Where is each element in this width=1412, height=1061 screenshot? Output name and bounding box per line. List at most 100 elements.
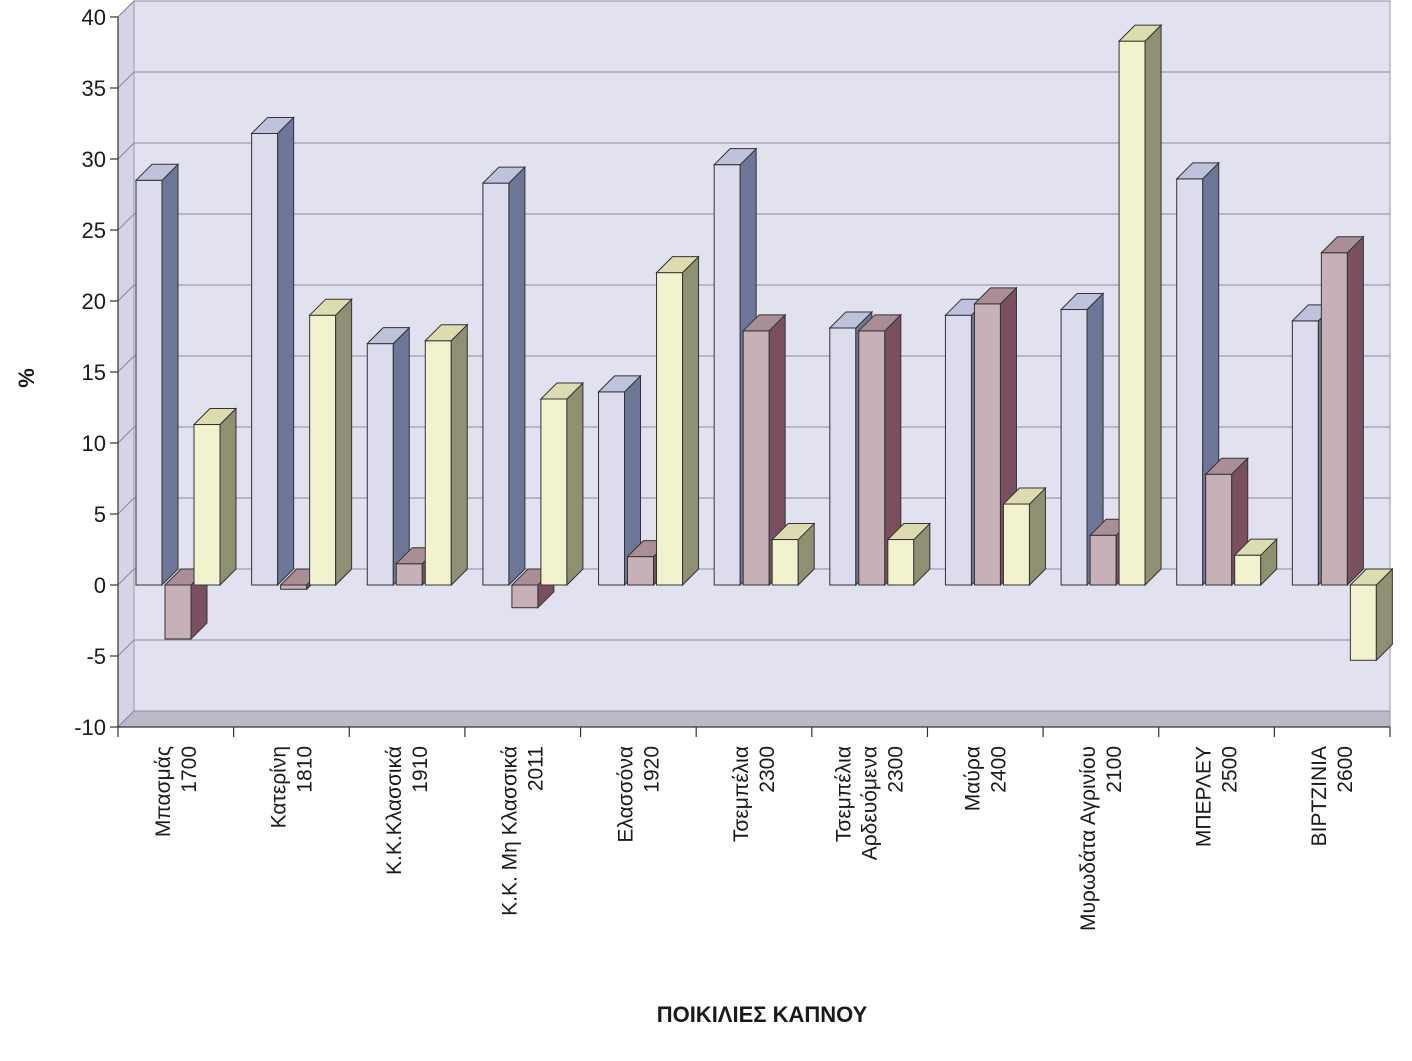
bar <box>857 313 903 587</box>
bar-front <box>1291 320 1319 586</box>
bar-front <box>482 182 510 586</box>
bar-front <box>887 539 915 586</box>
bar <box>597 374 642 587</box>
y-tick-label: -5 <box>86 644 106 669</box>
bar-front <box>511 584 539 609</box>
x-category-labels: Μπασμάς 1700 Κατερίνη 1810 Κ.Κ.Κλασσικά 1910 Κ… <box>152 746 1357 931</box>
x-category-label: ΒΙΡΤΖΙΝΙΑ <box>1308 746 1331 846</box>
bar-side <box>392 326 410 587</box>
bar-side <box>450 323 468 587</box>
x-category-label: 2300 <box>756 746 779 793</box>
bar-top <box>1059 293 1105 311</box>
bar-front <box>135 179 163 586</box>
bar <box>741 313 787 587</box>
bar-side <box>335 297 353 587</box>
bar-front <box>309 314 337 586</box>
bar-top <box>250 116 295 134</box>
bar-top <box>1002 487 1047 505</box>
y-tick-labels: 40 35 30 25 20 15 10 5 0 -5 -10 <box>74 5 106 740</box>
y-tick-label: -10 <box>74 715 106 740</box>
x-category-label: Μπασμάς <box>152 746 175 837</box>
bar-front <box>858 330 886 586</box>
y-tick-label: 40 <box>82 5 106 30</box>
chart-bars <box>134 23 1394 662</box>
chart-axes <box>110 16 1391 737</box>
bar-top <box>1320 236 1365 254</box>
x-category-label: 1810 <box>293 746 316 793</box>
bar <box>539 381 585 587</box>
bar <box>1059 292 1105 587</box>
x-category-label: 2300 <box>885 746 908 793</box>
bar-front <box>713 164 741 586</box>
bar <box>1002 486 1047 587</box>
x-category-label: Μυρωδάτα Αγρινίου <box>1077 746 1100 931</box>
bar-front <box>395 563 423 586</box>
bar-front <box>424 340 452 586</box>
gridline-side <box>117 710 135 728</box>
bar-top <box>973 287 1018 305</box>
bar <box>250 116 295 587</box>
x-category-label: Κ.Κ. Μη Κλασσικά <box>499 746 522 916</box>
bar-top <box>741 314 787 332</box>
bar-top <box>828 311 874 329</box>
bar-side <box>1028 486 1046 587</box>
bar-front <box>973 303 1001 586</box>
bar-front <box>1060 309 1088 586</box>
bar-front <box>1320 252 1348 586</box>
gridline-side <box>117 0 135 18</box>
gridline-side <box>117 355 135 373</box>
x-category-label: ΜΠΕΡΛΕΥ <box>1193 746 1216 847</box>
bar-top <box>366 327 411 345</box>
bar-top <box>1233 538 1278 556</box>
bar-front <box>1234 554 1262 586</box>
x-category-label: 1700 <box>178 746 201 793</box>
bar <box>1320 235 1365 587</box>
x-category-label: 2600 <box>1334 746 1357 793</box>
bar-side <box>219 407 237 587</box>
bar-front <box>1205 473 1233 586</box>
x-category-label: 1920 <box>640 746 663 793</box>
y-tick-label: 10 <box>82 431 106 456</box>
bar <box>424 323 469 587</box>
x-category-label: 2011 <box>525 746 548 791</box>
bar-side <box>508 165 526 587</box>
y-axis-title: % <box>14 368 39 388</box>
bar-side <box>566 381 584 587</box>
x-category-label: 2100 <box>1103 746 1126 793</box>
bar-top <box>597 375 642 393</box>
gridline-side <box>117 142 135 160</box>
bar-front <box>251 132 279 586</box>
x-category-label: Τσεμπέλια <box>833 746 856 842</box>
bar <box>308 297 353 587</box>
bar <box>192 407 238 587</box>
bar-top <box>539 382 585 400</box>
bar-front <box>944 314 972 586</box>
bar-front <box>540 398 568 586</box>
bar-front <box>280 584 308 590</box>
bar-top <box>481 166 527 184</box>
gridline-side <box>117 213 135 231</box>
bar-front <box>164 584 192 640</box>
bar-top <box>192 408 238 426</box>
x-axis-title: ΠΟΙΚΙΛΙΕΣ ΚΑΠΝΟΥ <box>657 1002 868 1027</box>
bar <box>655 255 700 587</box>
x-category-label: 1910 <box>409 746 432 793</box>
bar-front <box>1118 40 1146 586</box>
y-tick-label: 30 <box>82 147 106 172</box>
bar-top <box>770 523 816 541</box>
bar <box>1117 23 1163 587</box>
x-category-label: Τσεμπέλια <box>730 746 753 842</box>
bar-top <box>886 523 932 541</box>
bar <box>886 522 932 587</box>
gridline-side <box>117 568 135 586</box>
bar-front <box>193 424 221 586</box>
bar-front <box>656 272 684 586</box>
gridline-side <box>117 71 135 89</box>
x-category-label: Ελασσόνα <box>614 746 637 843</box>
y-tick-label: 0 <box>94 573 106 598</box>
bar-front <box>742 330 770 586</box>
bar-front <box>598 391 626 586</box>
bar-front <box>829 327 857 586</box>
y-tick-label: 35 <box>82 76 106 101</box>
